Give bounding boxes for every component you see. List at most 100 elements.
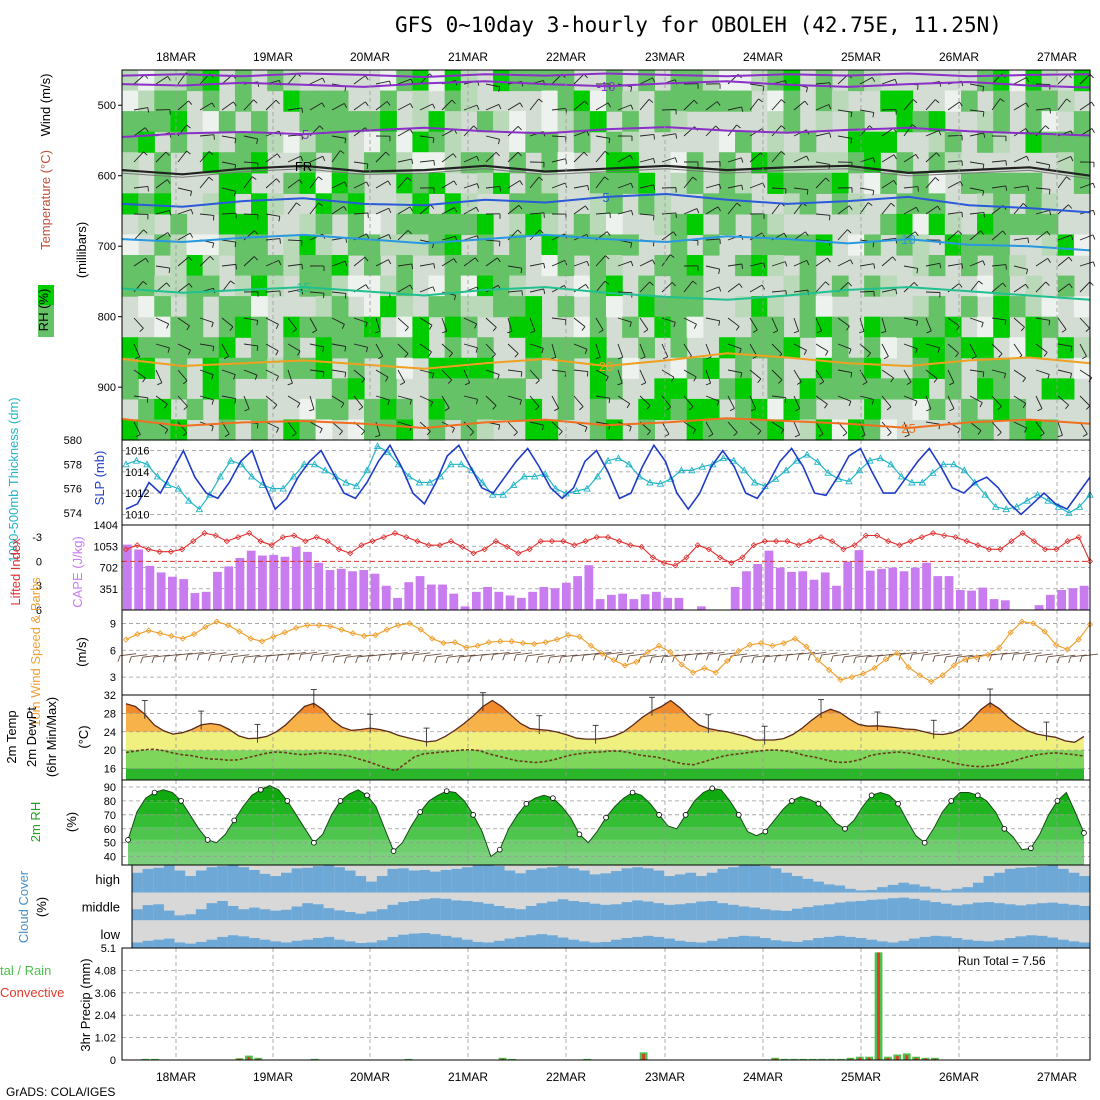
cloud-cell [1047, 865, 1059, 893]
wind-barb [606, 651, 623, 655]
wind-barb [425, 653, 442, 657]
wind-barb [1003, 373, 1007, 379]
wind-barb [221, 263, 236, 267]
wind-barb [387, 399, 390, 405]
wind-barb [757, 430, 762, 435]
wind-barb [419, 369, 434, 374]
wind-barb [527, 653, 544, 657]
wind-barb [604, 654, 608, 661]
wind-barb [507, 126, 519, 137]
cloud-cell [195, 870, 208, 893]
rh-cell [1073, 131, 1091, 153]
cloud-cell [972, 882, 985, 893]
wind-barb [890, 202, 896, 207]
rh-cell [928, 316, 946, 338]
wind-barb [947, 317, 960, 327]
rh-cell [299, 316, 317, 338]
wind-barb [353, 343, 368, 348]
wind-barb [1002, 282, 1007, 288]
wind-barb [441, 258, 455, 267]
wind-barb [441, 343, 453, 354]
cloud-cell-bg [887, 865, 899, 893]
wind-barb [584, 427, 588, 432]
wind-barb [639, 99, 650, 111]
rh-cell [864, 398, 881, 421]
wind-barb [497, 374, 500, 380]
wind-barb [937, 205, 941, 211]
cloud-cell [887, 884, 899, 893]
rh-cell [234, 90, 252, 112]
cape-bar [775, 567, 785, 610]
wind-barb [251, 176, 257, 180]
wind-barb [210, 652, 227, 656]
wind-barb [947, 395, 955, 409]
rh-cell [977, 193, 994, 215]
cloud-cell [472, 865, 484, 893]
rh-cell [154, 70, 171, 92]
wind-barb [807, 654, 811, 661]
wind-barb [243, 256, 255, 267]
wind-barb [595, 150, 606, 163]
wind-barb [959, 181, 964, 187]
rh-cell [606, 172, 623, 194]
wind-barb [955, 352, 960, 358]
rh-cell [396, 316, 413, 338]
li-marker [582, 538, 589, 545]
wind-speed-marker [803, 643, 810, 650]
wind-speed-marker [973, 654, 980, 661]
rh-cell [509, 255, 526, 277]
wind-barb [617, 154, 631, 163]
wind-barb [504, 651, 521, 655]
rh-cell [1009, 172, 1027, 194]
wind-barb [235, 264, 237, 270]
wind-barb [1035, 230, 1048, 241]
cloud-cell [791, 876, 804, 893]
cloud-cell [962, 939, 974, 948]
wind-barb [276, 427, 279, 433]
wind-barb [491, 654, 494, 661]
wind-barb [969, 132, 984, 137]
cloud-cell [674, 874, 687, 893]
wind-barb [230, 280, 235, 285]
wind-barb [903, 206, 917, 215]
wind-barb [1035, 209, 1050, 215]
wind-barb [539, 229, 544, 234]
wind-barb [991, 343, 1003, 355]
cloud-cell-bg [1036, 920, 1048, 948]
wind-barb [595, 176, 605, 189]
wind-barb [947, 181, 961, 189]
rh-cell [1041, 419, 1059, 441]
rh-cell [799, 131, 817, 153]
wind-barb [608, 398, 611, 404]
cloud-cell-bg [781, 892, 793, 921]
wind-barb [183, 405, 188, 411]
rh-cell [944, 131, 962, 153]
cape-bar [595, 599, 605, 610]
wind-barb [388, 234, 392, 240]
rh-cell [1025, 337, 1043, 359]
rh-cell [622, 131, 639, 153]
wind-barb [276, 153, 281, 159]
cape-bar [730, 586, 740, 610]
cloud-cell-bg [940, 865, 953, 893]
rh-cell [460, 357, 478, 379]
wind-barb [441, 99, 453, 111]
cape-bar [888, 567, 898, 610]
cloud-cell [493, 905, 506, 921]
rh-marker [1028, 845, 1034, 852]
rh-cell [396, 398, 413, 421]
wind-barb [265, 395, 278, 406]
rh-cell [735, 255, 752, 277]
rh-cell [234, 316, 252, 338]
li-marker [279, 534, 286, 541]
cloud-cell [536, 903, 548, 921]
wind-barb [287, 107, 302, 111]
cloud-cell [249, 869, 261, 893]
wind-barb [353, 212, 368, 215]
rh-cell [299, 111, 317, 133]
rh-cell [251, 111, 268, 133]
wind-barb [459, 654, 476, 658]
li-marker [795, 542, 802, 549]
wind-barb [507, 290, 522, 293]
